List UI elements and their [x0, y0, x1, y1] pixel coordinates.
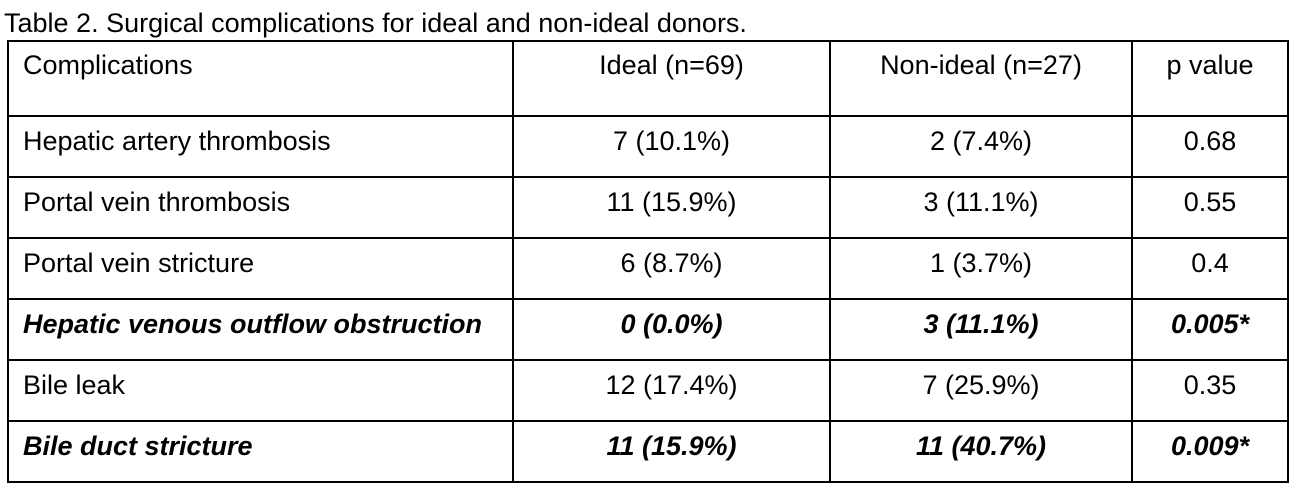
table-caption: Table 2. Surgical complications for idea…: [4, 8, 747, 38]
p-value-cell: 0.009*: [1131, 420, 1289, 483]
non-ideal-cell: 1 (3.7%): [829, 237, 1133, 300]
ideal-cell: 11 (15.9%): [512, 176, 831, 239]
complication-cell: Hepatic venous outflow obstruction: [7, 298, 514, 361]
ideal-cell: 11 (15.9%): [512, 420, 831, 483]
complication-cell: Portal vein stricture: [7, 237, 514, 300]
p-value-cell: 0.35: [1131, 359, 1289, 422]
non-ideal-cell: 11 (40.7%): [829, 420, 1133, 483]
p-value-cell: 0.55: [1131, 176, 1289, 239]
table-row-significant: Bile duct stricture 11 (15.9%) 11 (40.7%…: [7, 420, 1289, 483]
complications-table: Complications Ideal (n=69) Non-ideal (n=…: [7, 40, 1289, 483]
ideal-cell: 7 (10.1%): [512, 115, 831, 178]
header-complications: Complications: [7, 40, 514, 117]
complication-cell: Bile leak: [7, 359, 514, 422]
table-row: Portal vein stricture 6 (8.7%) 1 (3.7%) …: [7, 237, 1289, 300]
header-ideal: Ideal (n=69): [512, 40, 831, 117]
table-row: Hepatic artery thrombosis 7 (10.1%) 2 (7…: [7, 115, 1289, 178]
non-ideal-cell: 3 (11.1%): [829, 298, 1133, 361]
p-value-cell: 0.4: [1131, 237, 1289, 300]
ideal-cell: 0 (0.0%): [512, 298, 831, 361]
non-ideal-cell: 2 (7.4%): [829, 115, 1133, 178]
table-header-row: Complications Ideal (n=69) Non-ideal (n=…: [7, 40, 1289, 117]
ideal-cell: 12 (17.4%): [512, 359, 831, 422]
header-non-ideal: Non-ideal (n=27): [829, 40, 1133, 117]
complication-cell: Hepatic artery thrombosis: [7, 115, 514, 178]
p-value-cell: 0.68: [1131, 115, 1289, 178]
non-ideal-cell: 3 (11.1%): [829, 176, 1133, 239]
table-row-significant: Hepatic venous outflow obstruction 0 (0.…: [7, 298, 1289, 361]
non-ideal-cell: 7 (25.9%): [829, 359, 1133, 422]
table-row: Bile leak 12 (17.4%) 7 (25.9%) 0.35: [7, 359, 1289, 422]
header-p-value: p value: [1131, 40, 1289, 117]
complication-cell: Portal vein thrombosis: [7, 176, 514, 239]
p-value-cell: 0.005*: [1131, 298, 1289, 361]
complication-cell: Bile duct stricture: [7, 420, 514, 483]
table-row: Portal vein thrombosis 11 (15.9%) 3 (11.…: [7, 176, 1289, 239]
ideal-cell: 6 (8.7%): [512, 237, 831, 300]
